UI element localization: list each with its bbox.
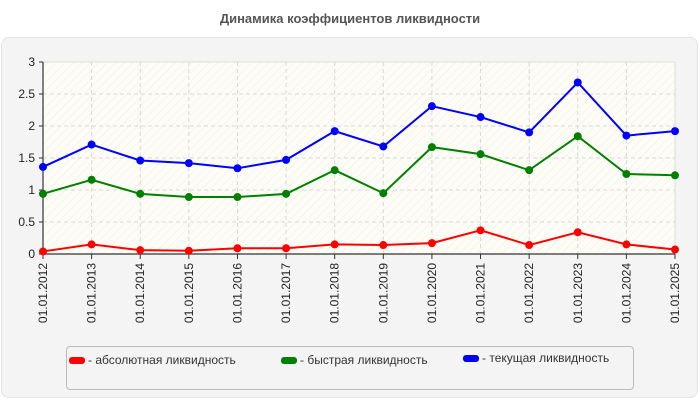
data-point[interactable]: [282, 189, 291, 198]
data-point[interactable]: [476, 226, 485, 235]
y-tick-label: 3: [28, 55, 35, 69]
data-point[interactable]: [622, 240, 631, 249]
data-point[interactable]: [282, 244, 291, 253]
data-point[interactable]: [476, 150, 485, 159]
chart-legend: - абсолютная ликвидность - быстрая ликви…: [66, 346, 634, 390]
x-tick-label: 01.01.2022: [522, 263, 536, 323]
data-point[interactable]: [671, 127, 679, 136]
data-point[interactable]: [87, 240, 96, 249]
series-line: [42, 81, 676, 170]
y-tick-label: 2: [28, 119, 35, 133]
data-point[interactable]: [282, 155, 291, 164]
data-point[interactable]: [671, 245, 679, 254]
data-point[interactable]: [379, 142, 388, 151]
data-point[interactable]: [379, 189, 388, 198]
data-point[interactable]: [525, 241, 534, 250]
data-point[interactable]: [476, 113, 485, 122]
data-point[interactable]: [39, 247, 47, 256]
data-point[interactable]: [184, 159, 193, 168]
legend-swatch-red: [69, 356, 85, 364]
data-point[interactable]: [330, 127, 339, 136]
data-point[interactable]: [427, 102, 436, 111]
data-point[interactable]: [427, 239, 436, 248]
legend-item-quick: - быстрая ликвидность: [281, 353, 428, 367]
data-point[interactable]: [184, 193, 193, 202]
y-tick-label: 2.5: [18, 87, 35, 101]
legend-item-absolute: - абсолютная ликвидность: [69, 353, 236, 367]
x-tick-label: 01.01.2020: [425, 263, 439, 323]
legend-label: - абсолютная ликвидность: [88, 353, 236, 367]
data-point[interactable]: [622, 131, 631, 140]
x-tick-label: 01.01.2014: [133, 263, 147, 323]
data-point[interactable]: [573, 132, 582, 141]
data-point[interactable]: [671, 171, 679, 180]
data-point[interactable]: [39, 162, 47, 171]
y-tick-label: 1: [28, 183, 35, 197]
data-point[interactable]: [87, 140, 96, 149]
data-point[interactable]: [573, 228, 582, 237]
data-point[interactable]: [427, 143, 436, 152]
x-tick-label: 01.01.2015: [182, 263, 196, 323]
x-tick-label: 01.01.2017: [279, 263, 293, 323]
data-point[interactable]: [379, 241, 388, 250]
x-tick-label: 01.01.2018: [328, 263, 342, 323]
data-point[interactable]: [525, 128, 534, 137]
x-tick-label: 01.01.2025: [668, 263, 682, 323]
legend-label: - текущая ликвидность: [482, 351, 610, 365]
legend-label: - быстрая ликвидность: [300, 353, 428, 367]
y-tick-label: 1.5: [18, 151, 35, 165]
data-point[interactable]: [330, 166, 339, 175]
legend-swatch-green: [281, 356, 297, 364]
data-point[interactable]: [573, 78, 582, 87]
x-tick-label: 01.01.2019: [376, 263, 390, 323]
data-point[interactable]: [233, 244, 242, 253]
legend-swatch-blue: [463, 354, 479, 362]
data-point[interactable]: [184, 246, 193, 255]
data-point[interactable]: [87, 175, 96, 184]
data-point[interactable]: [136, 246, 145, 255]
x-tick-label: 01.01.2021: [474, 263, 488, 323]
series-line: [42, 229, 676, 253]
y-tick-label: 0: [28, 247, 35, 261]
x-tick-label: 01.01.2016: [230, 263, 244, 323]
x-tick-label: 01.01.2012: [36, 263, 50, 323]
y-tick-label: 0.5: [18, 215, 35, 229]
data-point[interactable]: [233, 164, 242, 173]
data-point[interactable]: [39, 189, 47, 198]
data-point[interactable]: [233, 193, 242, 202]
legend-item-current: - текущая ликвидность: [463, 351, 609, 365]
chart-title: Динамика коэффициентов ликвидности: [219, 11, 481, 26]
data-point[interactable]: [136, 156, 145, 165]
x-tick-label: 01.01.2013: [85, 263, 99, 323]
x-tick-label: 01.01.2023: [571, 263, 585, 323]
data-point[interactable]: [622, 170, 631, 178]
data-point[interactable]: [525, 166, 534, 175]
data-point[interactable]: [136, 189, 145, 198]
x-tick-label: 01.01.2024: [619, 263, 633, 323]
series-line: [42, 134, 676, 199]
data-point[interactable]: [330, 240, 339, 249]
